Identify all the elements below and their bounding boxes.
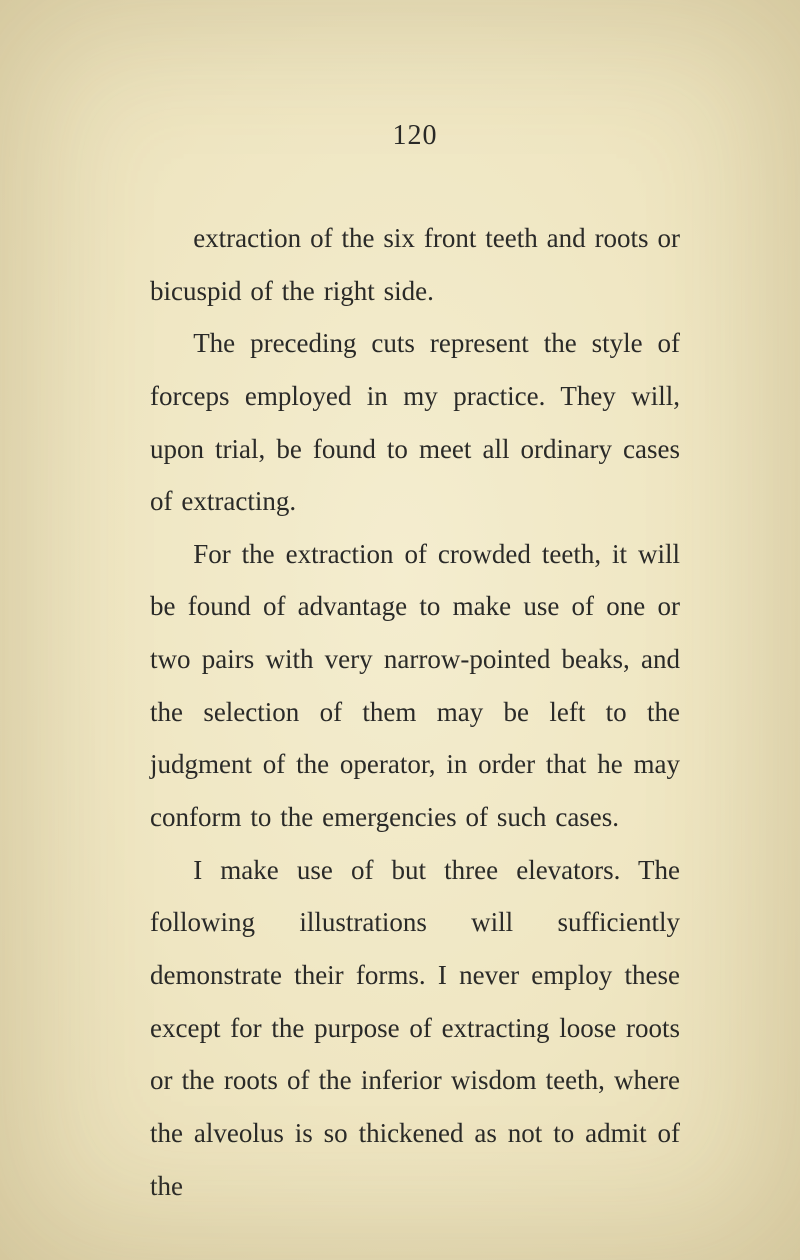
paragraph: The preceding cuts represent the style o… [150,317,680,528]
paragraph: extraction of the six front teeth and ro… [150,212,680,317]
paragraph: For the extraction of crowded teeth, it … [150,528,680,844]
page-number: 120 [150,120,680,152]
book-page: 120 extraction of the six front teeth an… [0,0,800,1260]
paragraph: I make use of but three elevators. The f… [150,844,680,1212]
body-text: extraction of the six front teeth and ro… [150,212,680,1212]
